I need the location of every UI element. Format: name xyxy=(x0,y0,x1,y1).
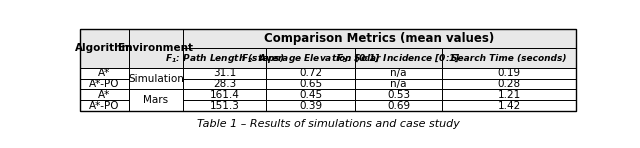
Bar xyxy=(129,68,183,79)
Bar xyxy=(266,48,355,68)
Bar xyxy=(183,89,266,100)
Text: Algorithm: Algorithm xyxy=(75,44,134,53)
Text: Search Time (seconds): Search Time (seconds) xyxy=(451,54,567,63)
Text: 0.65: 0.65 xyxy=(299,79,322,89)
Text: A*-PO: A*-PO xyxy=(89,101,120,111)
Bar xyxy=(80,100,129,111)
Bar xyxy=(442,100,576,111)
Bar xyxy=(442,48,576,68)
Text: $\bfit{F_2}$: Average Elevation [0:1]: $\bfit{F_2}$: Average Elevation [0:1] xyxy=(241,52,380,65)
Bar xyxy=(129,100,183,111)
Bar xyxy=(80,29,576,111)
Text: 1.42: 1.42 xyxy=(497,101,521,111)
Bar xyxy=(266,100,355,111)
Text: Environment: Environment xyxy=(118,44,193,53)
Bar xyxy=(183,48,266,68)
Text: Table 1 – Results of simulations and case study: Table 1 – Results of simulations and cas… xyxy=(196,119,460,129)
Bar xyxy=(355,48,442,68)
Text: 151.3: 151.3 xyxy=(210,101,239,111)
Bar xyxy=(80,79,129,89)
Text: 0.28: 0.28 xyxy=(497,79,520,89)
Bar xyxy=(129,79,183,89)
Text: A*: A* xyxy=(98,68,111,78)
Bar xyxy=(129,29,183,68)
Text: Comparison Metrics (mean values): Comparison Metrics (mean values) xyxy=(264,32,495,45)
Bar xyxy=(266,79,355,89)
Bar xyxy=(129,89,183,100)
Text: n/a: n/a xyxy=(390,68,407,78)
Bar xyxy=(442,89,576,100)
Text: 31.1: 31.1 xyxy=(213,68,236,78)
Text: 0.45: 0.45 xyxy=(299,90,322,100)
Text: A*-PO: A*-PO xyxy=(89,79,120,89)
Text: Mars: Mars xyxy=(143,95,168,105)
Text: 0.69: 0.69 xyxy=(387,101,410,111)
Bar xyxy=(129,68,183,89)
Bar xyxy=(442,68,576,79)
Text: 0.53: 0.53 xyxy=(387,90,410,100)
Bar xyxy=(129,89,183,111)
Bar xyxy=(80,68,129,79)
Text: 161.4: 161.4 xyxy=(210,90,239,100)
Bar xyxy=(355,68,442,79)
Bar xyxy=(80,29,129,68)
Text: 1.21: 1.21 xyxy=(497,90,521,100)
Bar xyxy=(442,79,576,89)
Text: 28.3: 28.3 xyxy=(213,79,236,89)
Text: 0.72: 0.72 xyxy=(299,68,322,78)
Text: n/a: n/a xyxy=(390,79,407,89)
Bar xyxy=(183,68,266,79)
Bar xyxy=(266,68,355,79)
Bar xyxy=(355,79,442,89)
Bar xyxy=(355,100,442,111)
Bar xyxy=(183,79,266,89)
Bar xyxy=(355,89,442,100)
Bar xyxy=(80,89,129,100)
Text: A*: A* xyxy=(98,90,111,100)
Text: $\bfit{F_1}$: Path Length (steps): $\bfit{F_1}$: Path Length (steps) xyxy=(164,52,284,65)
Bar xyxy=(183,29,576,48)
Text: 0.19: 0.19 xyxy=(497,68,520,78)
Text: 0.39: 0.39 xyxy=(299,101,322,111)
Bar xyxy=(266,89,355,100)
Text: Simulation: Simulation xyxy=(128,74,184,84)
Text: $\bfit{F_3}$: Solar Incidence [0:1]: $\bfit{F_3}$: Solar Incidence [0:1] xyxy=(336,52,461,64)
Bar xyxy=(183,100,266,111)
